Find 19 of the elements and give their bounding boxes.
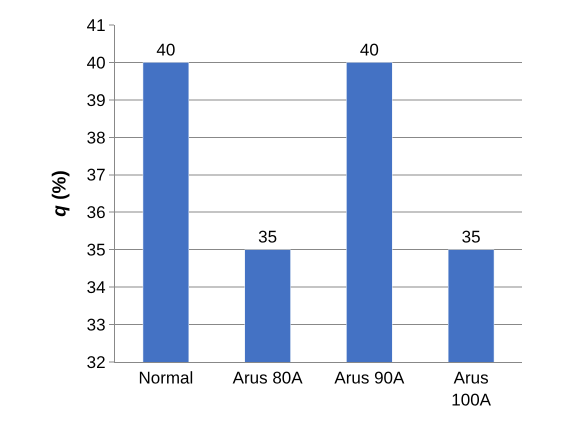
x-tick-label: Arus 90A: [334, 368, 405, 388]
data-label: 35: [462, 228, 481, 247]
y-tick-label: 39: [86, 90, 106, 110]
x-tick-label: Arus 80A: [232, 368, 304, 388]
y-tick-label: 32: [86, 352, 106, 372]
y-tick-label: 33: [86, 316, 106, 335]
y-tick-label: 36: [86, 203, 106, 222]
y-tick-label: 40: [86, 53, 106, 72]
x-tick-label: Arus 100A: [451, 368, 492, 410]
y-tick-label: 34: [86, 278, 106, 298]
data-label: 35: [258, 228, 278, 247]
data-label: 40: [360, 40, 379, 60]
y-axis-title: q (%): [50, 170, 71, 217]
y-tick-label: 37: [86, 166, 106, 185]
y-tick-label: 41: [86, 16, 106, 35]
data-label: 40: [156, 40, 176, 60]
x-tick-label: Normal: [138, 368, 194, 388]
y-tick-label: 35: [86, 240, 106, 260]
y-tick-label: 38: [86, 128, 106, 148]
